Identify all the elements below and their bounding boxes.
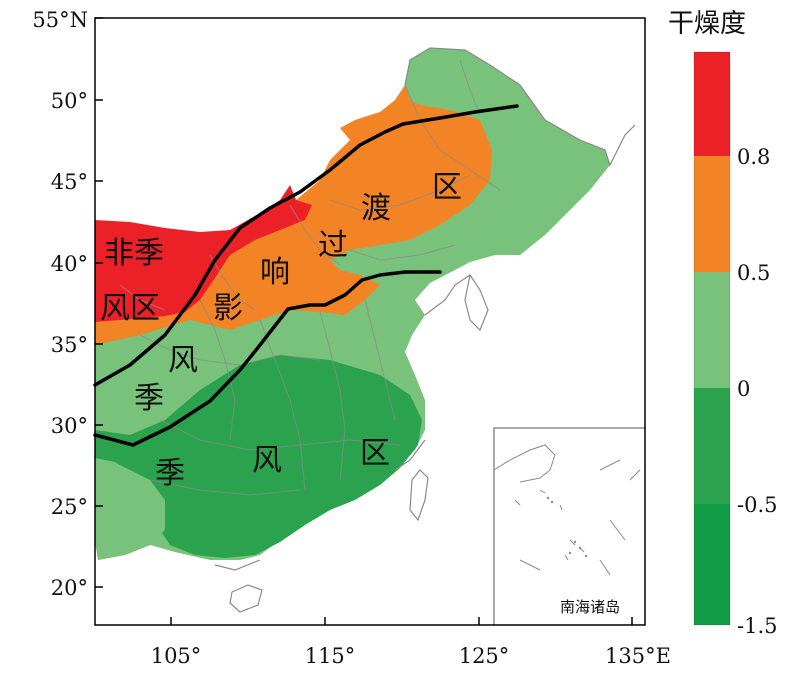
svg-text:55°N: 55°N	[32, 8, 88, 32]
divider-south	[93, 270, 442, 447]
legend-band-very-moist	[694, 504, 730, 625]
label-qu-monsoon: 区	[360, 436, 390, 471]
lat-tick-labels: 55°N 50° 45° 40° 35° 30° 25° 20°	[32, 8, 88, 600]
legend-band-moist-light	[694, 272, 730, 388]
label-feiji: 非季	[104, 236, 164, 271]
label-du: 渡	[361, 191, 391, 226]
svg-text:135°E: 135°E	[605, 644, 671, 668]
lon-ticks	[170, 617, 633, 625]
zone-divider-lines	[93, 104, 519, 447]
svg-text:25°: 25°	[51, 495, 88, 519]
legend-band-moist	[694, 388, 730, 504]
lon-tick-labels: 105° 115° 125° 135°E	[151, 644, 671, 668]
label-feng-upper: 风	[168, 343, 198, 378]
svg-text:-0.5: -0.5	[737, 493, 778, 517]
label-qu-transition: 区	[432, 170, 462, 205]
label-feng-lower: 风	[252, 443, 282, 478]
svg-text:0: 0	[737, 377, 750, 401]
zone-red	[95, 185, 312, 322]
inset-label: 南海诸岛	[560, 598, 620, 616]
label-ying: 影	[213, 291, 243, 326]
svg-text:20°: 20°	[51, 576, 88, 600]
lat-ticks	[95, 17, 103, 588]
legend-band-dry	[694, 156, 730, 272]
label-ji-lower: 季	[155, 456, 185, 491]
map-frame	[94, 17, 646, 626]
legend: 干燥度 0.8 0.5 0 -0.5 -1.5	[668, 9, 778, 638]
label-guo: 过	[318, 228, 348, 263]
svg-text:0.5: 0.5	[737, 261, 770, 285]
label-fengqu1: 风区	[100, 291, 160, 326]
svg-text:30°: 30°	[51, 414, 88, 438]
zone-southwest-light	[95, 465, 165, 560]
svg-text:45°: 45°	[51, 170, 88, 194]
coastline	[214, 47, 636, 613]
svg-text:40°: 40°	[51, 252, 88, 276]
svg-text:105°: 105°	[151, 644, 202, 668]
svg-text:115°: 115°	[305, 644, 356, 668]
label-xiang: 响	[260, 255, 290, 290]
legend-tick-labels: 0.8 0.5 0 -0.5 -1.5	[737, 145, 778, 638]
south-china-sea-inset: 南海诸岛	[493, 427, 646, 626]
svg-text:125°: 125°	[459, 644, 510, 668]
label-ji-upper: 季	[134, 381, 164, 416]
province-borders	[119, 59, 501, 496]
divider-north	[93, 104, 519, 387]
svg-text:50°: 50°	[51, 89, 88, 113]
svg-text:-1.5: -1.5	[737, 614, 778, 638]
legend-band-very-dry	[694, 52, 730, 156]
svg-text:35°: 35°	[51, 333, 88, 357]
zone-dark-green	[95, 355, 422, 558]
map-panel: 非季 风区 影 响 过 渡 区 风 季 季 风 区	[32, 8, 671, 668]
svg-text:0.8: 0.8	[737, 145, 770, 169]
region-labels: 非季 风区 影 响 过 渡 区 风 季 季 风 区	[100, 170, 462, 491]
legend-title: 干燥度	[668, 9, 746, 39]
